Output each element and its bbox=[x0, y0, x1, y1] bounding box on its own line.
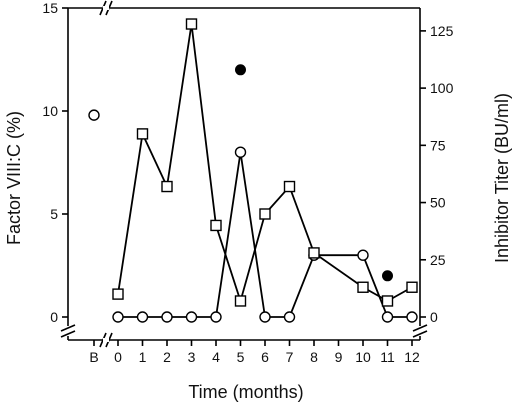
open-circle-marker bbox=[112, 311, 124, 323]
left-tick-label: 10 bbox=[42, 103, 58, 119]
left-tick-label: 5 bbox=[50, 206, 58, 222]
left-axis-title: Factor VIII:C (%) bbox=[4, 111, 24, 245]
square-marker bbox=[406, 281, 418, 293]
axis-break-gap bbox=[103, 6, 109, 10]
x-tick-label: 6 bbox=[261, 349, 269, 365]
right-tick-label: 25 bbox=[430, 252, 446, 268]
square-marker bbox=[283, 180, 296, 193]
x-tick-label: B bbox=[89, 349, 98, 365]
axis-break-mark bbox=[60, 330, 76, 338]
right-tick-label: 50 bbox=[430, 195, 446, 211]
x-tick-label: 7 bbox=[286, 349, 294, 365]
x-tick-label: 10 bbox=[355, 349, 371, 365]
square-marker bbox=[357, 281, 369, 293]
x-tick-label: 4 bbox=[212, 349, 220, 365]
x-tick-label: 9 bbox=[335, 349, 343, 365]
x-tick-label: 0 bbox=[114, 349, 122, 365]
x-tick-label: 2 bbox=[163, 349, 171, 365]
x-tick-label: 12 bbox=[404, 349, 420, 365]
open-circle-marker bbox=[283, 311, 296, 323]
series-line bbox=[117, 23, 413, 305]
left-tick-label: 0 bbox=[50, 309, 58, 325]
open-circle-marker bbox=[234, 146, 247, 158]
right-tick-label: 0 bbox=[430, 309, 438, 325]
x-tick-label: 5 bbox=[237, 349, 245, 365]
square-marker bbox=[234, 295, 247, 307]
square-marker bbox=[136, 128, 149, 140]
axis-break-mark bbox=[60, 324, 76, 332]
x-tick-label: 11 bbox=[380, 349, 395, 365]
square-marker bbox=[161, 180, 173, 193]
open-circle-marker bbox=[161, 311, 173, 323]
right-axis-title: Inhibitor Titer (BU/ml) bbox=[492, 93, 512, 263]
axis-break-gap bbox=[103, 338, 109, 342]
right-tick-label: 100 bbox=[430, 80, 454, 96]
right-tick-label: 125 bbox=[430, 23, 454, 39]
open-circle-marker bbox=[381, 311, 394, 323]
square-marker bbox=[259, 208, 271, 220]
x-axis-title: Time (months) bbox=[188, 382, 303, 402]
open-circle-marker bbox=[259, 311, 271, 323]
open-circle-marker bbox=[136, 311, 149, 323]
square-marker bbox=[185, 18, 198, 30]
axis-break-mark bbox=[412, 324, 428, 332]
axis-break-mark bbox=[412, 330, 428, 338]
right-tick-label: 75 bbox=[430, 137, 446, 153]
square-marker bbox=[308, 247, 320, 259]
open-circle-marker bbox=[185, 311, 198, 323]
square-marker bbox=[210, 219, 222, 232]
open-circle-marker bbox=[406, 311, 418, 323]
filled-circle-marker bbox=[235, 64, 246, 76]
x-tick-label: 1 bbox=[139, 349, 147, 365]
x-tick-label: 3 bbox=[188, 349, 196, 365]
square-marker bbox=[112, 288, 124, 300]
chart-marks bbox=[88, 18, 418, 323]
open-circle-marker bbox=[357, 249, 369, 261]
filled-circle-marker bbox=[382, 270, 393, 282]
x-tick-label: 8 bbox=[310, 349, 318, 365]
left-tick-label: 15 bbox=[42, 0, 58, 16]
square-marker bbox=[381, 295, 394, 307]
open-circle-marker bbox=[210, 311, 222, 323]
open-circle-marker bbox=[88, 109, 100, 121]
